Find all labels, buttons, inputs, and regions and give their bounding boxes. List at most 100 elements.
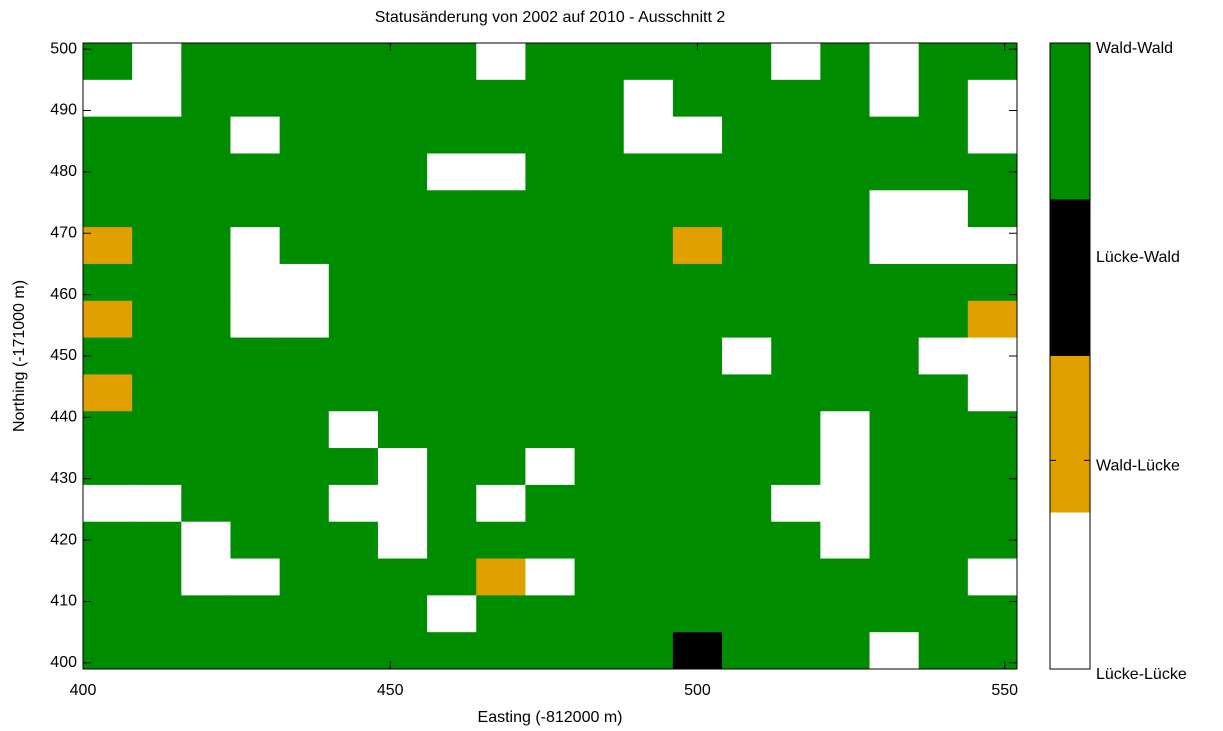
cell <box>771 522 821 559</box>
cell <box>230 411 280 448</box>
cell <box>919 374 969 411</box>
cell <box>771 153 821 190</box>
cell <box>280 153 330 190</box>
cell <box>525 264 575 301</box>
cell <box>771 43 821 80</box>
cell <box>378 153 428 190</box>
cell <box>968 632 1018 669</box>
cell <box>132 485 182 522</box>
cell <box>968 559 1018 596</box>
cell <box>673 448 723 485</box>
cell <box>230 153 280 190</box>
cell <box>722 632 772 669</box>
raster <box>83 43 1018 670</box>
cell <box>378 632 428 669</box>
cell <box>378 190 428 227</box>
cell <box>624 522 674 559</box>
cell <box>378 559 428 596</box>
cell <box>673 301 723 338</box>
cell <box>525 301 575 338</box>
cell <box>722 411 772 448</box>
cell <box>919 190 969 227</box>
cell <box>181 485 231 522</box>
colorbar-label: Wald-Lücke <box>1096 458 1180 475</box>
cell <box>722 190 772 227</box>
cell <box>624 43 674 80</box>
cell <box>968 411 1018 448</box>
cell <box>919 448 969 485</box>
cell <box>624 595 674 632</box>
cell <box>181 117 231 154</box>
cell <box>870 374 920 411</box>
cell <box>919 411 969 448</box>
cell <box>230 374 280 411</box>
cell <box>870 264 920 301</box>
cell <box>820 301 870 338</box>
cell <box>329 80 379 117</box>
cell <box>624 117 674 154</box>
cell <box>525 559 575 596</box>
cell <box>624 411 674 448</box>
colorbar-segment <box>1050 200 1090 357</box>
cell <box>525 80 575 117</box>
cell <box>525 338 575 375</box>
cell <box>280 448 330 485</box>
cell <box>132 522 182 559</box>
cell <box>870 117 920 154</box>
cell <box>181 374 231 411</box>
cell <box>427 43 477 80</box>
cell <box>132 595 182 632</box>
cell <box>280 117 330 154</box>
cell <box>427 227 477 264</box>
cell <box>181 448 231 485</box>
cell <box>820 190 870 227</box>
cell <box>525 153 575 190</box>
colorbar-label: Lücke-Wald <box>1096 249 1180 266</box>
cell <box>575 227 625 264</box>
cell <box>968 374 1018 411</box>
cell <box>476 264 526 301</box>
cell <box>476 632 526 669</box>
x-tick-label: 400 <box>70 682 97 699</box>
cell <box>919 485 969 522</box>
cell <box>378 227 428 264</box>
chart-title: Statusänderung von 2002 auf 2010 - Aussc… <box>375 9 726 26</box>
colorbar-segment <box>1050 356 1090 513</box>
cell <box>820 522 870 559</box>
cell <box>280 374 330 411</box>
cell <box>132 117 182 154</box>
cell <box>280 522 330 559</box>
cell <box>132 632 182 669</box>
cell <box>575 485 625 522</box>
cell <box>280 80 330 117</box>
cell <box>722 43 772 80</box>
cell <box>624 374 674 411</box>
cell <box>722 595 772 632</box>
cell <box>624 448 674 485</box>
cell <box>181 43 231 80</box>
cell <box>820 485 870 522</box>
cell <box>673 190 723 227</box>
cell <box>476 338 526 375</box>
cell <box>771 485 821 522</box>
cell <box>181 301 231 338</box>
cell <box>870 227 920 264</box>
cell <box>575 338 625 375</box>
cell <box>329 264 379 301</box>
cell <box>919 43 969 80</box>
cell <box>575 80 625 117</box>
cell <box>378 411 428 448</box>
colorbar-segment <box>1050 513 1090 670</box>
cell <box>378 264 428 301</box>
cell <box>525 190 575 227</box>
cell <box>968 301 1018 338</box>
cell <box>870 448 920 485</box>
cell <box>83 80 133 117</box>
cell <box>378 117 428 154</box>
cell <box>673 522 723 559</box>
cell <box>771 264 821 301</box>
cell <box>476 485 526 522</box>
cell <box>919 559 969 596</box>
cell <box>673 411 723 448</box>
colorbar-segment <box>1050 43 1090 200</box>
